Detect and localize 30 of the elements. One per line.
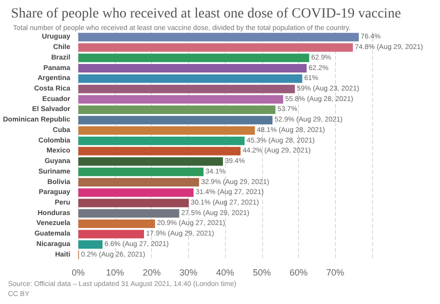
bar bbox=[78, 240, 103, 249]
x-tick-label: 30% bbox=[179, 268, 198, 278]
bar bbox=[78, 178, 200, 187]
bar bbox=[78, 32, 359, 42]
x-tick-label: 60% bbox=[290, 268, 308, 278]
bar bbox=[78, 84, 295, 94]
bar bbox=[78, 168, 204, 176]
bar bbox=[78, 157, 223, 166]
chart-title: Share of people who received at least one dose of COVID-19 vaccine bbox=[11, 6, 401, 22]
bar bbox=[78, 74, 302, 83]
bar bbox=[78, 54, 310, 62]
bar bbox=[78, 209, 180, 218]
bar bbox=[78, 219, 156, 228]
bar bbox=[78, 230, 144, 238]
x-tick-label: 70% bbox=[326, 268, 344, 278]
bar bbox=[78, 116, 273, 124]
bar bbox=[78, 136, 245, 146]
bar bbox=[78, 146, 241, 156]
bar bbox=[78, 188, 194, 197]
bar bbox=[78, 43, 353, 52]
bar bbox=[78, 64, 307, 73]
x-tick-label: 50% bbox=[252, 268, 271, 278]
x-tick-label: 10% bbox=[106, 268, 124, 278]
bar bbox=[78, 105, 276, 114]
x-tick-label: 0% bbox=[72, 268, 85, 278]
x-tick-label: 20% bbox=[142, 268, 161, 278]
bar bbox=[78, 95, 284, 104]
x-tick-label: 40% bbox=[216, 268, 234, 278]
bar bbox=[78, 126, 255, 135]
bar bbox=[78, 198, 189, 208]
